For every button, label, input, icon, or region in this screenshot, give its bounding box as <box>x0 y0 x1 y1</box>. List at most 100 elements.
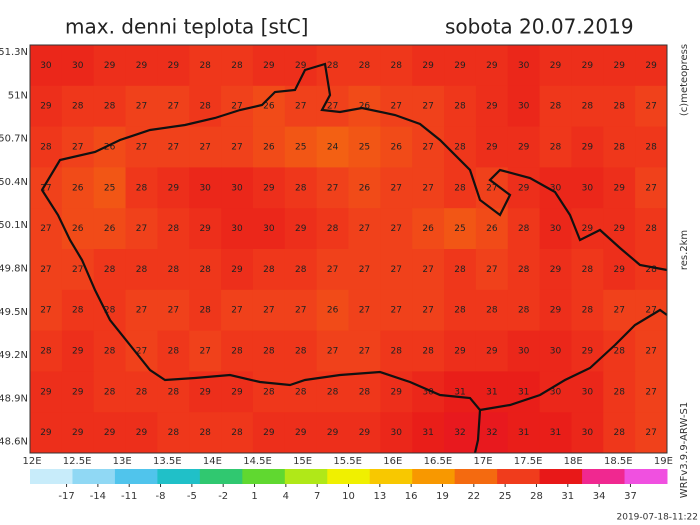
temp-cell <box>61 289 95 332</box>
temp-cell <box>412 289 445 332</box>
temp-cell <box>380 167 413 209</box>
lat-label: 49.5N <box>0 307 28 318</box>
temp-cell <box>221 289 254 332</box>
temp-cell <box>157 289 190 332</box>
temp-value: 27 <box>645 183 656 193</box>
temp-value: 28 <box>168 387 180 397</box>
temp-cell <box>380 249 413 291</box>
temp-value: 27 <box>359 265 370 275</box>
temp-cell <box>30 249 63 291</box>
temp-value: 28 <box>327 61 339 71</box>
temp-cell <box>635 330 668 372</box>
temp-value: 29 <box>199 387 211 397</box>
lon-label: 15.5E <box>333 456 362 467</box>
temp-cell <box>603 289 636 332</box>
colorbar-label: -14 <box>90 491 106 502</box>
temp-value: 29 <box>645 61 657 71</box>
temp-value: 29 <box>359 428 371 438</box>
temp-value: 29 <box>72 387 84 397</box>
temp-cell <box>157 167 190 209</box>
temp-cell <box>571 330 604 372</box>
temp-cell <box>635 371 668 413</box>
temp-value: 28 <box>168 224 180 234</box>
temp-value: 27 <box>391 224 402 234</box>
temp-cell <box>252 45 286 87</box>
temp-value: 30 <box>582 183 594 193</box>
temp-value: 29 <box>231 265 243 275</box>
temp-cell <box>30 126 63 168</box>
temp-value: 29 <box>40 102 52 112</box>
temp-cell <box>61 371 95 413</box>
temp-cell <box>284 330 318 372</box>
temp-value: 30 <box>550 183 562 193</box>
temp-cell <box>221 126 254 168</box>
temp-cell <box>603 85 636 128</box>
temp-cell <box>284 85 318 128</box>
temp-cell <box>539 412 572 454</box>
temp-value: 30 <box>391 428 403 438</box>
temp-value: 27 <box>359 347 370 357</box>
colorbar-label: -11 <box>121 491 137 502</box>
temp-cell <box>635 126 668 168</box>
temp-cell <box>30 289 63 332</box>
temp-cell <box>157 85 190 128</box>
temp-value: 29 <box>136 61 148 71</box>
temp-value: 28 <box>582 306 594 316</box>
temp-value: 27 <box>391 102 402 112</box>
temp-value: 26 <box>359 102 371 112</box>
temp-value: 25 <box>104 183 115 193</box>
temp-value: 29 <box>72 428 84 438</box>
temp-value: 30 <box>550 224 562 234</box>
colorbar-segment <box>72 469 116 484</box>
temp-cell <box>380 126 413 168</box>
temp-value: 28 <box>168 265 180 275</box>
temp-value: 29 <box>391 387 403 397</box>
temp-cell <box>61 249 95 291</box>
temp-cell <box>61 330 95 372</box>
temp-cell <box>475 330 509 372</box>
temp-value: 28 <box>613 102 625 112</box>
temp-cell <box>603 208 636 250</box>
temp-value: 27 <box>645 306 656 316</box>
temp-value: 27 <box>486 265 497 275</box>
temp-cell <box>603 45 636 87</box>
colorbar-segment <box>242 469 286 484</box>
temp-cell <box>475 45 509 87</box>
temp-value: 28 <box>72 102 84 112</box>
temp-value: 29 <box>518 143 530 153</box>
temp-value: 27 <box>136 224 147 234</box>
temp-cell <box>61 126 95 168</box>
temp-value: 27 <box>422 143 433 153</box>
temp-value: 28 <box>136 265 148 275</box>
temp-cell <box>475 249 509 291</box>
temp-value: 28 <box>295 183 307 193</box>
temp-value: 28 <box>327 387 339 397</box>
temp-value: 28 <box>613 143 625 153</box>
temp-value: 26 <box>72 224 84 234</box>
temp-value: 31 <box>550 428 561 438</box>
colorbar-label: 34 <box>593 491 606 502</box>
temp-cell <box>30 371 63 413</box>
temp-cell <box>221 85 254 128</box>
temp-cell <box>316 289 349 332</box>
temp-value: 28 <box>263 347 275 357</box>
temp-cell <box>603 167 636 209</box>
temp-cell <box>571 289 604 332</box>
temp-cell <box>125 289 158 332</box>
temp-cell <box>507 412 541 454</box>
temp-cell <box>157 330 190 372</box>
temp-cell <box>93 412 127 454</box>
temp-value: 26 <box>422 224 434 234</box>
temp-cell <box>444 289 477 332</box>
temp-cell <box>284 412 318 454</box>
temp-cell <box>444 330 477 372</box>
temp-value: 27 <box>295 306 306 316</box>
date: sobota 20.07.2019 <box>445 15 634 39</box>
temp-cell <box>348 126 381 168</box>
temp-value: 29 <box>231 387 243 397</box>
lat-label: 50.7N <box>0 134 28 145</box>
temp-cell <box>30 412 63 454</box>
temp-cell <box>412 249 445 291</box>
temp-value: 26 <box>104 224 116 234</box>
